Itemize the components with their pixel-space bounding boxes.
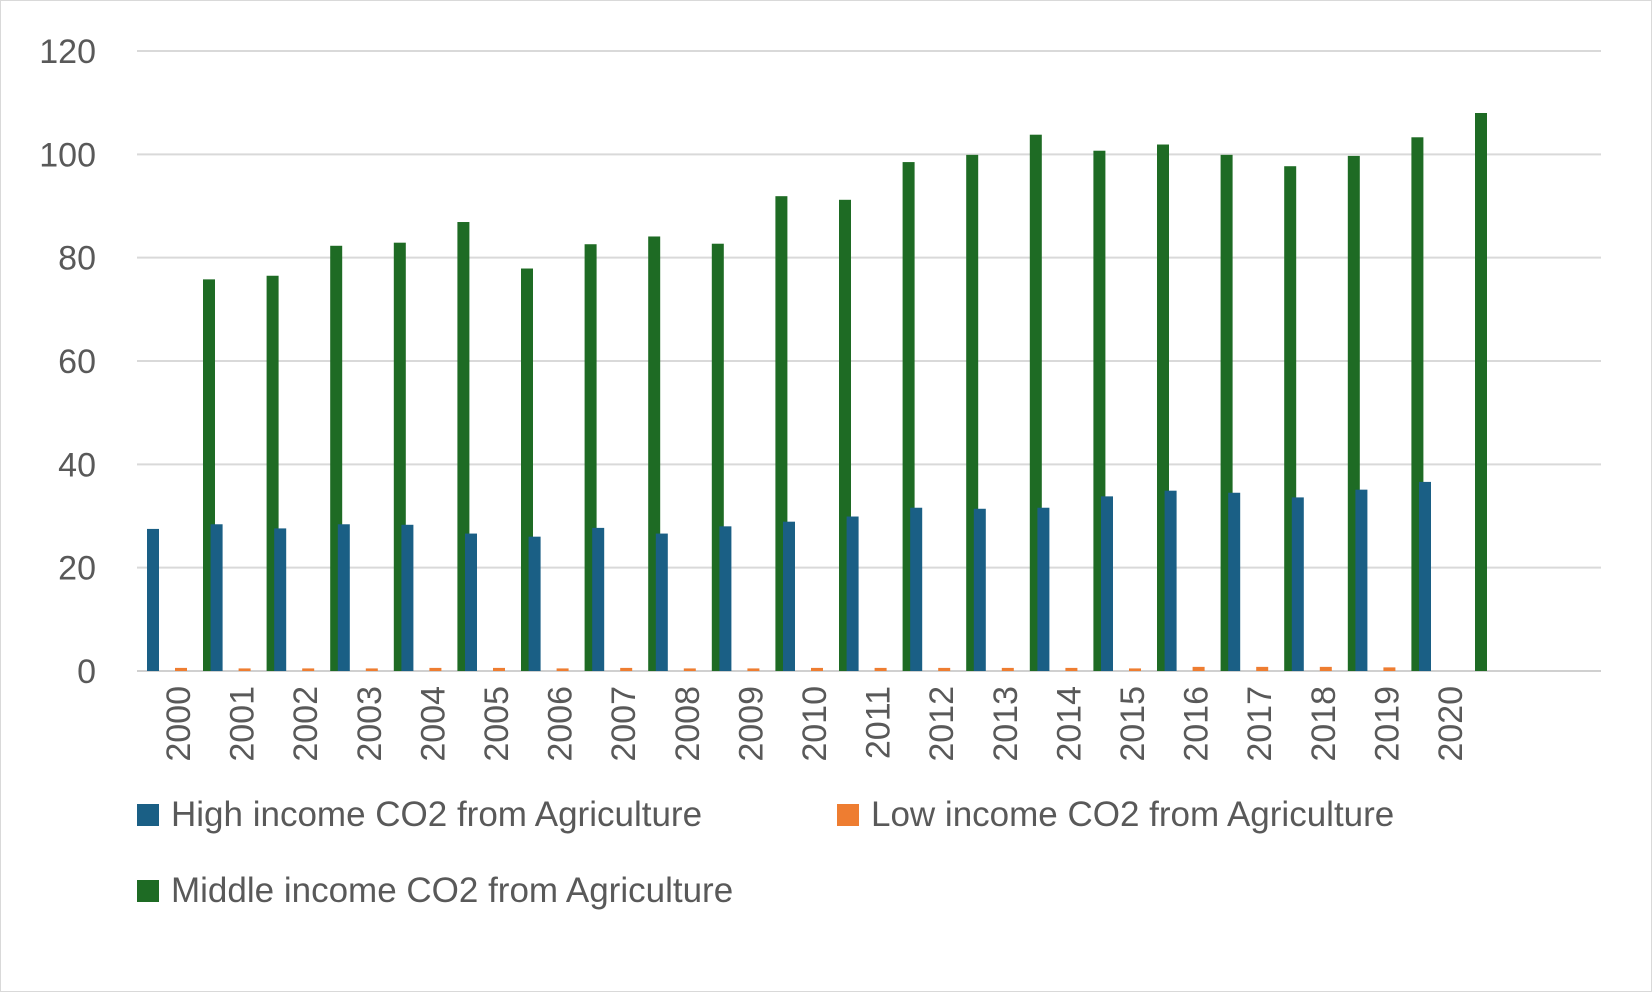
bar-low-income-2007 (620, 667, 633, 671)
bar-middle-income-2020 (1475, 113, 1487, 671)
y-tick-label: 120 (39, 33, 96, 71)
bar-low-income-2006 (556, 668, 569, 671)
legend-item-high-income: High income CO2 from Agriculture (137, 795, 702, 835)
bar-low-income-2012 (938, 667, 951, 671)
bar-low-income-2019 (1383, 667, 1396, 671)
legend-label-low-income: Low income CO2 from Agriculture (871, 795, 1395, 834)
x-axis-ticks: 2000 2001 2002 2003 2004 2005 2006 2007 2008 2009… (160, 686, 1470, 762)
bar-high-income-2015 (1101, 496, 1113, 671)
bar-high-income-2019 (1355, 489, 1368, 671)
legend: High income CO2 from Agriculture Low inc… (137, 795, 1537, 971)
y-tick-label: 100 (39, 136, 96, 174)
legend-item-low-income: Low income CO2 from Agriculture (837, 795, 1394, 835)
x-tick-label: 2000 (160, 686, 198, 762)
bar-low-income-2016 (1192, 666, 1205, 671)
x-tick-label: 2010 (796, 686, 834, 762)
bar-high-income-2002 (274, 528, 287, 671)
bar-high-income-2013 (973, 508, 986, 671)
y-tick-label: 60 (58, 343, 96, 381)
bar-high-income-2012 (910, 507, 923, 671)
x-tick-label: 2006 (542, 686, 580, 762)
x-tick-label: 2001 (224, 686, 262, 762)
bar-high-income-2017 (1228, 492, 1241, 671)
legend-swatch-high-income (137, 804, 159, 826)
legend-item-middle-income: Middle income CO2 from Agriculture (137, 871, 733, 911)
legend-swatch-low-income (837, 804, 859, 826)
bar-low-income-2013 (1001, 667, 1014, 671)
bar-high-income-2008 (655, 533, 668, 671)
bar-high-income-2000 (147, 528, 159, 671)
bar-high-income-2003 (337, 524, 350, 671)
bar-low-income-2001 (238, 668, 251, 671)
bar-high-income-2010 (783, 521, 795, 671)
x-tick-label: 2011 (860, 686, 898, 759)
x-tick-label: 2009 (732, 686, 770, 762)
y-tick-label: 80 (58, 240, 96, 278)
bar-high-income-2020 (1419, 481, 1431, 671)
bar-high-income-2004 (401, 524, 414, 671)
bars (147, 113, 1487, 672)
bar-low-income-2000 (175, 667, 187, 671)
x-tick-label: 2003 (351, 686, 389, 762)
bar-low-income-2018 (1319, 666, 1332, 671)
bar-low-income-2009 (747, 668, 760, 671)
bar-high-income-2005 (465, 533, 477, 671)
y-tick-label: 0 (77, 653, 96, 691)
x-tick-label: 2020 (1432, 686, 1470, 762)
bar-low-income-2005 (493, 667, 505, 671)
bar-low-income-2015 (1129, 668, 1141, 671)
x-tick-label: 2016 (1178, 686, 1216, 762)
x-tick-label: 2005 (478, 686, 516, 762)
bar-high-income-2016 (1164, 490, 1177, 671)
x-tick-label: 2014 (1050, 686, 1088, 762)
bar-high-income-2014 (1037, 507, 1050, 671)
gridlines (137, 50, 1601, 672)
x-tick-label: 2013 (987, 686, 1025, 762)
x-tick-label: 2008 (669, 686, 707, 762)
bar-low-income-2002 (302, 668, 315, 671)
x-tick-label: 2019 (1368, 686, 1406, 762)
bar-high-income-2007 (592, 527, 605, 671)
x-tick-label: 2012 (923, 686, 961, 762)
legend-label-high-income: High income CO2 from Agriculture (171, 795, 703, 834)
bar-low-income-2010 (811, 667, 823, 671)
bar-low-income-2011 (874, 667, 887, 671)
x-tick-label: 2015 (1114, 686, 1152, 762)
legend-label-middle-income: Middle income CO2 from Agriculture (171, 871, 734, 910)
x-tick-label: 2004 (414, 686, 452, 762)
bar-low-income-2014 (1065, 667, 1078, 671)
x-tick-label: 2017 (1241, 686, 1279, 762)
bar-low-income-2003 (365, 668, 378, 671)
y-axis-ticks: 0 20 40 60 80 100 120 (39, 33, 96, 691)
bar-low-income-2017 (1256, 666, 1269, 671)
x-tick-label: 2002 (287, 686, 325, 762)
bar-low-income-2008 (683, 668, 696, 671)
bar-high-income-2006 (528, 536, 541, 671)
y-tick-label: 20 (58, 550, 96, 588)
bar-high-income-2009 (719, 526, 732, 671)
bar-high-income-2001 (210, 524, 223, 671)
bar-high-income-2011 (846, 516, 859, 671)
bar-high-income-2018 (1291, 497, 1304, 671)
x-tick-label: 2018 (1305, 686, 1343, 762)
bar-low-income-2004 (429, 667, 442, 671)
x-tick-label: 2007 (605, 686, 643, 762)
y-tick-label: 40 (58, 446, 96, 484)
legend-swatch-middle-income (137, 880, 159, 902)
